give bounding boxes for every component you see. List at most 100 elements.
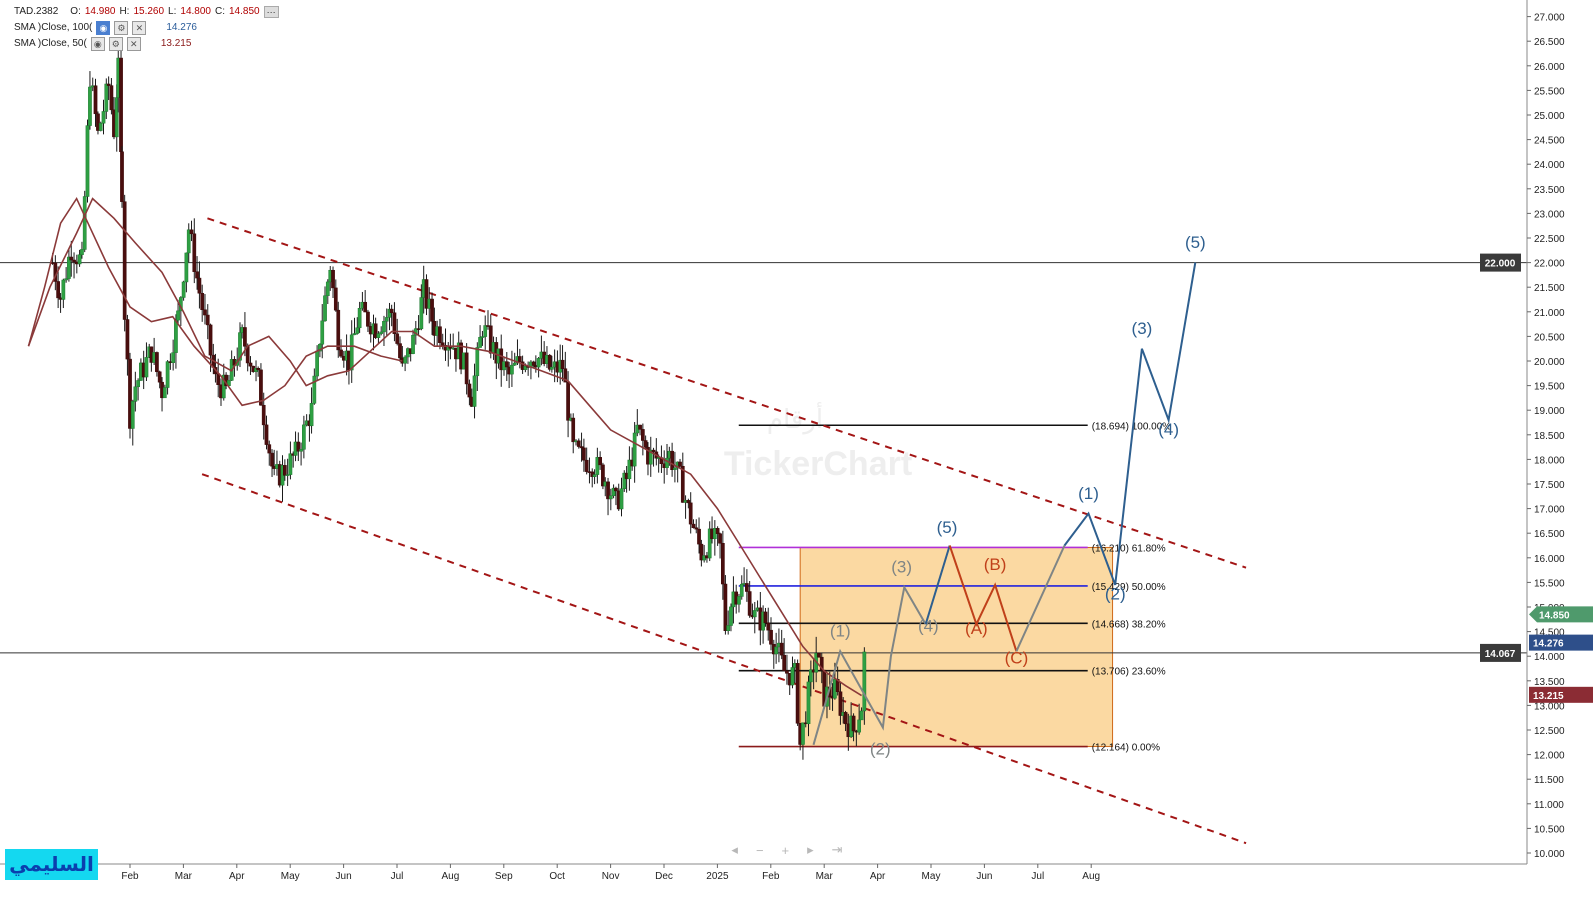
channel-line[interactable] bbox=[201, 473, 1247, 845]
zoom-out-icon[interactable]: − bbox=[755, 842, 764, 858]
candle bbox=[480, 336, 485, 338]
sma-line[interactable] bbox=[27, 196, 403, 407]
price-tag-label: 14.850 bbox=[1539, 610, 1570, 621]
wave-path[interactable] bbox=[924, 545, 951, 625]
candle bbox=[77, 254, 82, 265]
x-tick-label: Apr bbox=[870, 871, 886, 882]
candle bbox=[614, 487, 618, 492]
sma-line[interactable] bbox=[27, 197, 863, 697]
y-tick-label: 15.500 bbox=[1534, 578, 1565, 589]
candle bbox=[638, 424, 642, 430]
candle bbox=[144, 357, 149, 378]
fib-level-label: (18.694) 100.00% bbox=[1092, 421, 1172, 432]
candle bbox=[186, 229, 191, 254]
gear-icon[interactable]: ⚙ bbox=[108, 37, 123, 51]
watermark-arabic: أرقام bbox=[767, 401, 823, 435]
candle bbox=[504, 361, 509, 368]
candle bbox=[859, 710, 864, 721]
candle bbox=[69, 256, 74, 261]
candle bbox=[387, 308, 392, 318]
y-tick-label: 10.000 bbox=[1534, 849, 1565, 860]
y-tick-label: 11.000 bbox=[1534, 800, 1564, 811]
candle bbox=[379, 331, 384, 334]
price-axis[interactable] bbox=[1527, 0, 1593, 899]
candle bbox=[382, 321, 386, 333]
candle bbox=[259, 369, 263, 406]
candle bbox=[261, 404, 266, 426]
visibility-icon[interactable]: ◉ bbox=[90, 37, 105, 51]
candle bbox=[478, 336, 482, 348]
y-tick-label: 13.500 bbox=[1534, 677, 1565, 688]
y-tick-label: 23.000 bbox=[1534, 209, 1565, 220]
more-icon[interactable]: ··· bbox=[263, 6, 279, 18]
wave-path[interactable] bbox=[812, 584, 927, 746]
candle bbox=[120, 151, 124, 202]
candle bbox=[488, 325, 493, 354]
target-box[interactable] bbox=[799, 546, 1114, 748]
candle bbox=[579, 446, 584, 449]
candle bbox=[512, 362, 517, 366]
sma100-row: SMA )Close, 100( ◉ ⚙ ✕ 14.276 bbox=[14, 20, 279, 36]
wave-path[interactable] bbox=[1015, 545, 1066, 652]
wave-path[interactable] bbox=[948, 545, 1018, 652]
candle bbox=[270, 452, 274, 467]
candle bbox=[584, 459, 589, 472]
candle bbox=[162, 387, 167, 399]
zoom-in-icon[interactable]: + bbox=[781, 842, 790, 858]
price-tag bbox=[1529, 606, 1593, 623]
candle bbox=[256, 367, 261, 371]
reset-icon[interactable]: ⇥ bbox=[831, 842, 843, 857]
wave-label: (3) bbox=[1132, 319, 1153, 338]
candle bbox=[510, 364, 514, 375]
y-tick-label: 14.000 bbox=[1534, 652, 1565, 663]
low-label: L: bbox=[168, 6, 177, 17]
y-tick-label: 17.000 bbox=[1534, 505, 1565, 516]
price-tag-label: 14.276 bbox=[1533, 639, 1564, 650]
candle bbox=[550, 366, 554, 370]
candle bbox=[694, 527, 699, 530]
candle bbox=[752, 610, 757, 618]
candle bbox=[106, 83, 111, 86]
price-tag bbox=[1529, 634, 1593, 651]
candle bbox=[403, 356, 407, 364]
wave-path[interactable] bbox=[1063, 262, 1197, 586]
candle bbox=[475, 347, 480, 377]
candle bbox=[817, 653, 821, 658]
close-icon[interactable]: ✕ bbox=[132, 21, 147, 35]
y-tick-label: 25.000 bbox=[1534, 111, 1565, 122]
channel-line[interactable] bbox=[207, 217, 1247, 569]
candle bbox=[611, 487, 616, 497]
candle bbox=[392, 312, 397, 335]
candle bbox=[136, 380, 140, 388]
candle bbox=[576, 440, 581, 447]
visibility-icon[interactable]: ◉ bbox=[96, 21, 111, 35]
candle bbox=[670, 450, 674, 470]
y-tick-label: 12.000 bbox=[1534, 751, 1565, 762]
chevron-left-icon[interactable]: ◂ bbox=[731, 842, 738, 857]
x-tick-label: Feb bbox=[121, 871, 139, 882]
close-icon[interactable]: ✕ bbox=[126, 37, 141, 51]
candle bbox=[208, 324, 213, 356]
candle bbox=[582, 447, 586, 461]
price-tag bbox=[1529, 686, 1593, 703]
x-tick-label: Dec bbox=[655, 871, 673, 882]
candle bbox=[165, 361, 170, 388]
y-tick-label: 10.500 bbox=[1534, 824, 1565, 835]
y-tick-label: 16.500 bbox=[1534, 529, 1565, 540]
candle bbox=[130, 401, 135, 429]
candle bbox=[766, 622, 771, 631]
chevron-right-icon[interactable]: ▸ bbox=[807, 842, 814, 857]
candle bbox=[547, 354, 552, 370]
candle bbox=[248, 362, 253, 367]
candle bbox=[323, 295, 327, 322]
gear-icon[interactable]: ⚙ bbox=[114, 21, 129, 35]
candle bbox=[651, 449, 656, 453]
candle bbox=[688, 502, 693, 525]
y-tick-label: 18.000 bbox=[1534, 455, 1565, 466]
y-tick-label: 22.500 bbox=[1534, 234, 1565, 245]
watermark-text: TickerChart bbox=[724, 445, 912, 483]
candle bbox=[181, 281, 186, 298]
x-tick-label: Mar bbox=[175, 871, 193, 882]
candle bbox=[801, 722, 805, 745]
